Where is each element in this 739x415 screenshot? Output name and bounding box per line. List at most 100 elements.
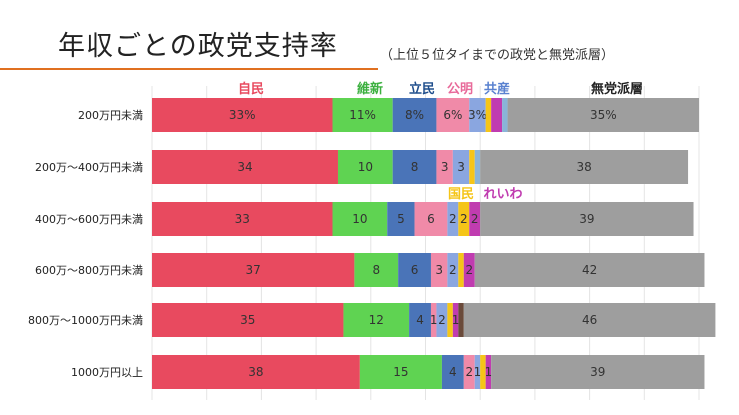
bar-segment (441, 355, 464, 389)
bar-segment (152, 355, 360, 389)
bar-segment (359, 355, 442, 389)
bar-segment (332, 202, 388, 236)
bar-segment (502, 98, 508, 132)
bar-segment (436, 303, 448, 337)
data-label: 4 (449, 365, 457, 379)
bar-segment (474, 253, 705, 287)
data-label: 2 (465, 365, 473, 379)
data-label: 37 (246, 263, 261, 277)
bar-segment (354, 253, 399, 287)
data-label: 2 (460, 212, 468, 226)
bar-segment (436, 98, 470, 132)
legend-label: 立民 (409, 81, 435, 97)
bar-segment (452, 303, 459, 337)
category-label: 400万～600万円未満 (35, 213, 143, 226)
data-label: 12 (369, 313, 384, 327)
data-label: 6% (443, 108, 462, 122)
bar-segment (409, 303, 431, 337)
data-label: 39 (590, 365, 605, 379)
data-label: 6 (411, 263, 419, 277)
bar-segment (152, 150, 338, 184)
bar-segment (152, 202, 333, 236)
data-label: 2 (465, 263, 473, 277)
data-label: 2 (471, 212, 479, 226)
data-label: 10 (358, 160, 373, 174)
bar-segment (469, 150, 475, 184)
bar-segment (337, 150, 393, 184)
data-label: 42 (582, 263, 597, 277)
legend-label: 無党派層 (591, 81, 643, 97)
data-label: 1 (485, 365, 493, 379)
data-label: 11% (349, 108, 376, 122)
data-label: 39 (579, 212, 594, 226)
category-label: 200万～400万円未満 (35, 161, 143, 174)
bar-segment (458, 303, 464, 337)
data-label: 4 (416, 313, 424, 327)
bar-segment (491, 355, 705, 389)
bar-segment (469, 202, 481, 236)
bar-segment (447, 253, 459, 287)
bar-segment (430, 253, 448, 287)
legend-label: 共産 (484, 81, 510, 97)
data-label: 10 (352, 212, 367, 226)
data-label: 8 (372, 263, 380, 277)
data-label: 3% (468, 108, 487, 122)
data-label: 34 (237, 160, 252, 174)
bar-segment (480, 202, 694, 236)
bar-segment (436, 150, 453, 184)
bar-segment (469, 98, 486, 132)
bar-segment (474, 150, 481, 184)
data-label: 1 (474, 365, 482, 379)
legend-label: 国民 (448, 187, 474, 202)
category-label: 800万～1000万円未満 (28, 314, 143, 327)
bar-segment (458, 202, 470, 236)
bar-segment (430, 303, 437, 337)
bar-segment (447, 303, 453, 337)
bar-segment (152, 98, 333, 132)
legend-label: れいわ (483, 187, 522, 202)
bar-segment (392, 150, 437, 184)
bar-segment (452, 150, 470, 184)
data-label: 33 (235, 212, 250, 226)
data-label: 3 (435, 263, 443, 277)
bar-segment (398, 253, 431, 287)
legend-label: 公明 (447, 82, 473, 97)
data-label: 2 (449, 212, 457, 226)
data-label: 38 (248, 365, 263, 379)
bar-segment (152, 253, 355, 287)
data-label: 8% (405, 108, 424, 122)
title-underline (0, 68, 378, 70)
legend-label: 維新 (357, 81, 383, 97)
bar-segment (480, 355, 486, 389)
data-label: 3 (441, 160, 449, 174)
bar-segment (463, 355, 475, 389)
data-label: 8 (411, 160, 419, 174)
bar-segment (485, 355, 492, 389)
data-label: 6 (427, 212, 435, 226)
data-label: 46 (582, 313, 597, 327)
bar-segment (480, 150, 689, 184)
data-label: 33% (229, 108, 256, 122)
bar-segment (463, 303, 716, 337)
bar-segment (491, 98, 503, 132)
bar-segment (485, 98, 492, 132)
bar-segment (392, 98, 437, 132)
chart-subtitle: （上位５位タイまでの政党と無党派層） (380, 48, 615, 63)
bar-segment (152, 303, 344, 337)
data-label: 2 (449, 263, 457, 277)
data-label: 5 (397, 212, 405, 226)
bar-segment (474, 355, 481, 389)
bar-segment (343, 303, 410, 337)
data-label: 1 (452, 313, 460, 327)
chart-title: 年収ごとの政党支持率 (58, 31, 338, 62)
data-label: 3 (457, 160, 465, 174)
data-label: 35 (240, 313, 255, 327)
bar-segment (447, 202, 459, 236)
bar-segment (414, 202, 448, 236)
category-label: 200万円未満 (78, 109, 143, 122)
data-label: 38 (576, 160, 591, 174)
category-label: 1000万円以上 (71, 366, 143, 379)
category-label: 600万～800万円未満 (35, 264, 143, 277)
